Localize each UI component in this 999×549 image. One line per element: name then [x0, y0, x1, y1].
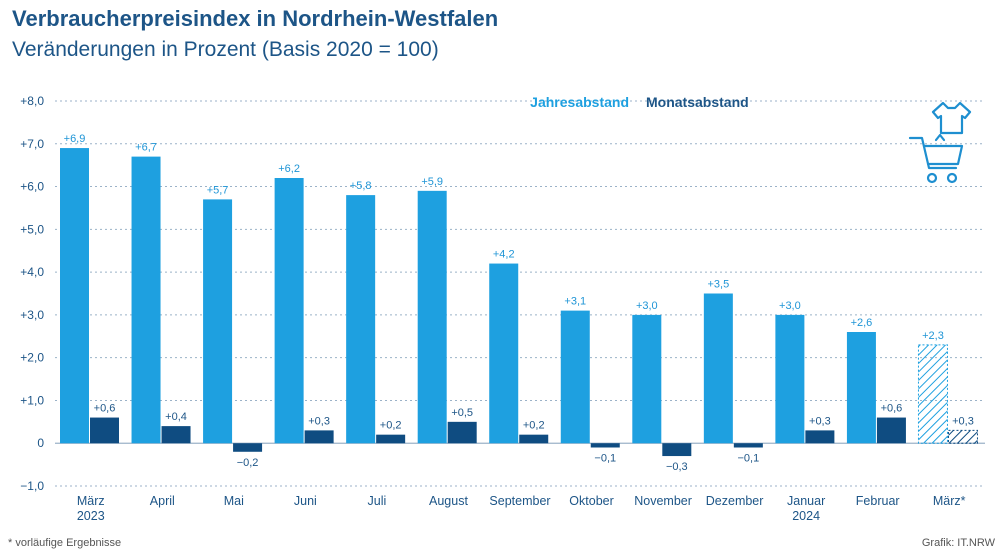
data-label-jahresabstand: +3,0	[779, 300, 801, 312]
legend-jahresabstand: Jahresabstand	[530, 94, 629, 110]
y-tick-label: −1,0	[20, 479, 44, 493]
y-tick-label: +6,0	[20, 180, 44, 194]
bar-jahresabstand	[489, 263, 519, 444]
x-category-label: Mai	[224, 494, 244, 508]
x-category-label: Februar	[856, 494, 900, 508]
legend-monatsabstand: Monatsabstand	[646, 94, 749, 110]
bar-monatsabstand	[447, 421, 477, 444]
chart-subtitle: Veränderungen in Prozent (Basis 2020 = 1…	[12, 38, 439, 61]
x-category-label: März*	[933, 494, 966, 508]
data-label-monatsabstand: +0,3	[952, 415, 974, 427]
bar-monatsabstand	[805, 430, 835, 444]
bar-monatsabstand	[733, 443, 763, 448]
data-label-monatsabstand: −0,3	[666, 461, 688, 473]
bar-monatsabstand	[876, 417, 906, 444]
x-category-label: September	[489, 494, 550, 508]
bar-monatsabstand	[233, 443, 263, 452]
bar-monatsabstand	[161, 426, 191, 444]
bar-jahresabstand	[703, 293, 733, 444]
data-label-jahresabstand: +5,7	[207, 184, 229, 196]
data-label-jahresabstand: +4,2	[493, 249, 515, 261]
data-label-monatsabstand: +0,3	[809, 415, 831, 427]
data-label-monatsabstand: +0,6	[881, 403, 903, 415]
legend: Jahresabstand Monatsabstand	[530, 94, 749, 110]
bar-jahresabstand	[60, 148, 89, 444]
data-label-jahresabstand: +2,6	[851, 317, 873, 329]
y-tick-label: +2,0	[20, 351, 44, 365]
x-category-label: Januar	[787, 494, 825, 508]
bars-layer	[60, 148, 978, 457]
x-category-year-label: 2024	[792, 509, 820, 523]
data-label-monatsabstand: +0,5	[451, 407, 473, 419]
bar-jahresabstand	[917, 344, 948, 444]
source-credit: Grafik: IT.NRW	[921, 537, 995, 549]
bar-monatsabstand	[947, 429, 978, 444]
bar-jahresabstand	[274, 178, 304, 444]
y-tick-label: +7,0	[20, 137, 44, 151]
grid-layer: −1,0 0 +1,0 +2,0 +3,0 +4,0 +5,0 +6,0 +7,0 +8,0	[20, 94, 985, 493]
bar-jahresabstand	[203, 199, 233, 444]
x-category-label: Dezember	[706, 494, 764, 508]
y-tick-label: 0	[37, 436, 44, 450]
x-category-label: März	[77, 494, 105, 508]
bar-jahresabstand	[560, 310, 590, 444]
bar-jahresabstand	[131, 156, 161, 444]
bar-monatsabstand	[304, 430, 334, 444]
y-tick-label: +8,0	[20, 94, 44, 108]
data-label-monatsabstand: +0,2	[523, 420, 545, 432]
bar-jahresabstand	[417, 190, 447, 444]
bar-monatsabstand	[519, 434, 549, 444]
bar-jahresabstand	[346, 195, 376, 444]
data-label-monatsabstand: +0,2	[380, 420, 402, 432]
data-label-jahresabstand: +6,7	[135, 142, 157, 154]
shopping-cart-with-shirt-icon	[908, 101, 972, 184]
data-label-monatsabstand: −0,2	[237, 457, 259, 469]
data-label-jahresabstand: +3,0	[636, 300, 658, 312]
y-tick-label: +5,0	[20, 222, 44, 236]
data-label-monatsabstand: +0,3	[308, 415, 330, 427]
bar-jahresabstand	[775, 314, 805, 444]
data-label-monatsabstand: +0,6	[94, 403, 116, 415]
bar-monatsabstand	[590, 443, 620, 448]
bar-monatsabstand	[376, 434, 406, 444]
bar-jahresabstand	[846, 332, 876, 444]
x-category-year-label: 2023	[77, 509, 105, 523]
data-label-monatsabstand: −0,1	[594, 453, 616, 465]
x-category-label: April	[150, 494, 175, 508]
data-label-jahresabstand: +3,1	[564, 296, 586, 308]
bar-jahresabstand	[632, 314, 662, 444]
x-category-label: Juni	[294, 494, 317, 508]
y-tick-label: +4,0	[20, 265, 44, 279]
x-category-label: August	[429, 494, 468, 508]
footnote: * vorläufige Ergebnisse	[8, 537, 122, 549]
data-label-monatsabstand: −0,1	[737, 453, 759, 465]
data-label-monatsabstand: +0,4	[165, 411, 187, 423]
data-label-jahresabstand: +5,9	[421, 176, 443, 188]
x-category-label: Juli	[368, 494, 387, 508]
data-label-jahresabstand: +6,2	[278, 163, 300, 175]
data-label-jahresabstand: +2,3	[922, 330, 944, 342]
bar-monatsabstand	[90, 417, 119, 444]
data-label-jahresabstand: +6,9	[64, 133, 86, 145]
data-label-jahresabstand: +5,8	[350, 180, 372, 192]
chart-title: Verbraucherpreisindex in Nordrhein-Westf…	[12, 6, 499, 31]
x-category-label: November	[634, 494, 692, 508]
y-tick-label: +1,0	[20, 393, 44, 407]
data-label-jahresabstand: +3,5	[707, 279, 729, 291]
x-category-label: Oktober	[569, 494, 613, 508]
bar-monatsabstand	[662, 443, 692, 457]
y-tick-label: +3,0	[20, 308, 44, 322]
